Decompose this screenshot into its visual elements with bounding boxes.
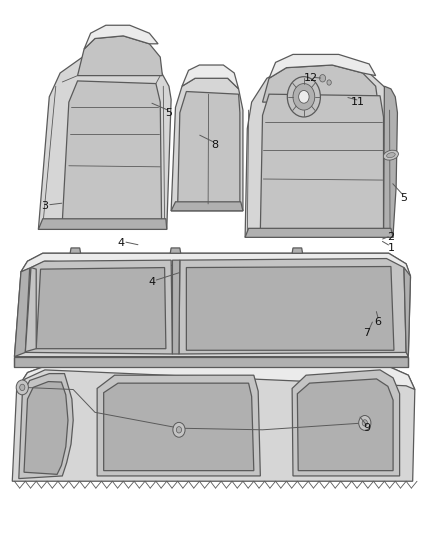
Polygon shape — [14, 253, 410, 357]
Circle shape — [320, 75, 325, 82]
Polygon shape — [173, 260, 180, 354]
Polygon shape — [39, 54, 171, 229]
Polygon shape — [14, 268, 30, 357]
Polygon shape — [84, 25, 158, 49]
Circle shape — [16, 380, 28, 395]
Text: 4: 4 — [117, 238, 125, 248]
Polygon shape — [14, 357, 408, 367]
Polygon shape — [262, 65, 378, 102]
Polygon shape — [245, 228, 393, 237]
Polygon shape — [170, 248, 181, 253]
Text: 4: 4 — [148, 277, 155, 287]
Polygon shape — [292, 370, 399, 476]
Circle shape — [173, 422, 185, 437]
Polygon shape — [404, 268, 410, 357]
Polygon shape — [292, 248, 303, 253]
Circle shape — [20, 384, 25, 391]
Polygon shape — [269, 54, 376, 78]
Circle shape — [362, 419, 367, 426]
Polygon shape — [24, 382, 68, 474]
Polygon shape — [171, 202, 243, 211]
Circle shape — [177, 426, 182, 433]
Polygon shape — [17, 365, 415, 390]
Text: 7: 7 — [364, 328, 371, 338]
Polygon shape — [104, 383, 254, 471]
Text: 6: 6 — [374, 317, 381, 327]
Text: 3: 3 — [42, 200, 49, 211]
Text: 9: 9 — [364, 423, 371, 433]
Polygon shape — [21, 253, 410, 276]
Ellipse shape — [383, 150, 399, 160]
Polygon shape — [260, 94, 384, 230]
Polygon shape — [70, 248, 81, 253]
Text: 5: 5 — [166, 108, 173, 118]
Ellipse shape — [387, 152, 395, 158]
Circle shape — [299, 91, 309, 103]
Polygon shape — [19, 374, 73, 479]
Polygon shape — [36, 268, 166, 349]
Polygon shape — [62, 81, 162, 221]
Text: 8: 8 — [211, 140, 218, 150]
Polygon shape — [12, 365, 415, 481]
Polygon shape — [297, 379, 393, 471]
Text: 1: 1 — [388, 243, 394, 253]
Polygon shape — [25, 268, 36, 352]
Polygon shape — [97, 375, 260, 476]
Circle shape — [327, 80, 331, 85]
Polygon shape — [182, 65, 239, 89]
Polygon shape — [39, 219, 167, 229]
Circle shape — [293, 84, 315, 110]
Text: 5: 5 — [400, 192, 407, 203]
Polygon shape — [171, 78, 243, 211]
Polygon shape — [384, 86, 397, 237]
Circle shape — [359, 416, 371, 430]
Text: 12: 12 — [304, 73, 318, 83]
Text: 2: 2 — [387, 232, 395, 243]
Polygon shape — [245, 65, 393, 237]
Polygon shape — [178, 92, 240, 206]
Polygon shape — [186, 266, 394, 350]
Polygon shape — [179, 259, 406, 354]
Circle shape — [287, 77, 321, 117]
Polygon shape — [25, 260, 173, 354]
Polygon shape — [78, 36, 162, 76]
Text: 11: 11 — [351, 97, 365, 107]
